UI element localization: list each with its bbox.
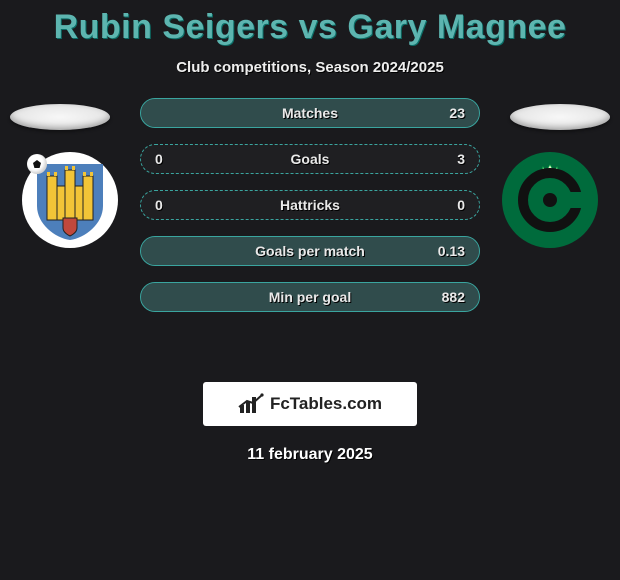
spotlight-left bbox=[10, 104, 110, 130]
stat-row: Goals per match0.13 bbox=[140, 236, 480, 266]
subtitle: Club competitions, Season 2024/2025 bbox=[0, 59, 620, 76]
stat-value-left: 0 bbox=[155, 151, 163, 167]
stat-value-right: 882 bbox=[442, 289, 465, 305]
stat-value-right: 0 bbox=[457, 197, 465, 213]
spotlight-right bbox=[510, 104, 610, 130]
stat-row: Matches23 bbox=[140, 98, 480, 128]
stat-row: Min per goal882 bbox=[140, 282, 480, 312]
branding-label: FcTables.com bbox=[270, 394, 382, 414]
stat-value-right: 3 bbox=[457, 151, 465, 167]
stat-fill-right bbox=[141, 99, 479, 127]
stat-row: 0Goals3 bbox=[140, 144, 480, 174]
date-text: 11 february 2025 bbox=[0, 446, 620, 464]
stat-value-left: 0 bbox=[155, 197, 163, 213]
branding: FcTables.com bbox=[203, 382, 417, 426]
cercle-crest-icon bbox=[507, 157, 593, 243]
comparison-arena: Matches230Goals30Hattricks0Goals per mat… bbox=[0, 104, 620, 364]
center-dot-icon bbox=[543, 193, 557, 207]
stats-list: Matches230Goals30Hattricks0Goals per mat… bbox=[140, 98, 480, 328]
stat-value-right: 23 bbox=[449, 105, 465, 121]
club-badge-right bbox=[502, 152, 598, 248]
bar-chart-icon bbox=[238, 393, 264, 415]
stat-label: Goals bbox=[141, 151, 479, 167]
westerlo-crest-icon bbox=[33, 158, 107, 242]
stat-row: 0Hattricks0 bbox=[140, 190, 480, 220]
page-title: Rubin Seigers vs Gary Magnee bbox=[0, 0, 620, 47]
soccer-ball-icon bbox=[27, 154, 47, 174]
stat-value-right: 0.13 bbox=[438, 243, 465, 259]
stat-label: Hattricks bbox=[141, 197, 479, 213]
club-badge-left bbox=[22, 152, 118, 248]
stat-fill-right bbox=[141, 283, 479, 311]
stat-fill-right bbox=[141, 237, 479, 265]
